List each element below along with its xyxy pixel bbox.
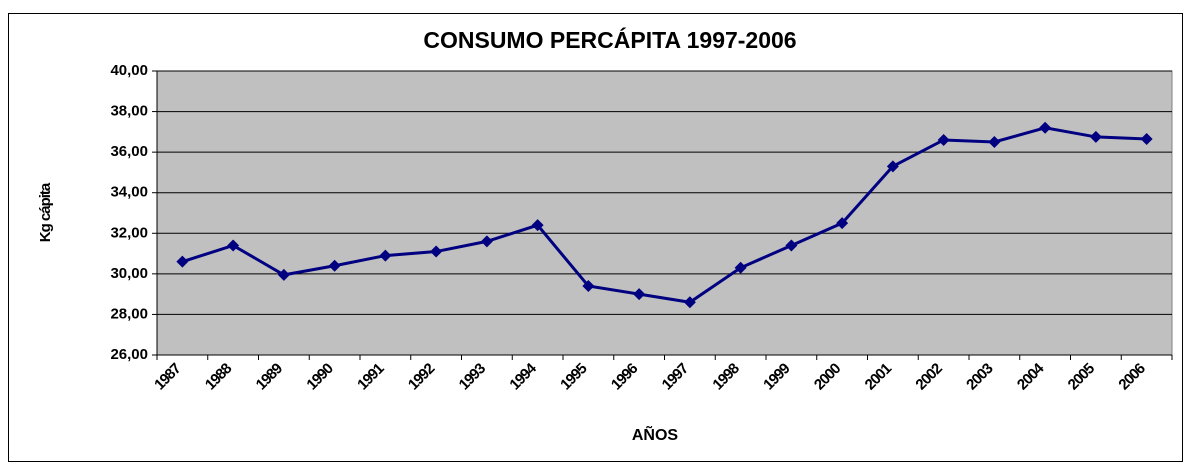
y-tick-label: 36,00 [110,143,148,160]
data-point [379,249,392,262]
y-tick-label: 32,00 [110,224,148,241]
y-axis-label: Kg cápita [37,182,54,242]
data-point [886,160,899,173]
chart-title: CONSUMO PERCÁPITA 1997-2006 [423,26,796,53]
y-tick-label: 34,00 [110,184,148,201]
data-point [176,255,189,268]
data-point [734,261,747,274]
data-point [1140,132,1153,145]
data-point [1089,130,1102,143]
plot-area [156,70,1173,356]
data-point [328,259,341,272]
x-axis-label: AÑOS [632,424,679,444]
data-point [582,280,595,293]
data-point [633,288,646,301]
data-point [531,219,544,232]
data-point [937,133,950,146]
y-tick-label: 28,00 [110,305,148,322]
data-point [277,268,290,281]
data-point [480,235,493,248]
data-point [683,296,696,309]
y-tick-label: 40,00 [110,62,148,79]
y-tick-label: 30,00 [110,265,148,282]
data-point [1039,121,1052,134]
data-point [430,245,443,258]
data-point [227,239,240,252]
y-tick-label: 26,00 [110,346,148,363]
data-point [836,217,849,230]
data-point [785,239,798,252]
y-tick-label: 38,00 [110,103,148,120]
series-line [181,126,1147,304]
data-point [988,136,1001,148]
